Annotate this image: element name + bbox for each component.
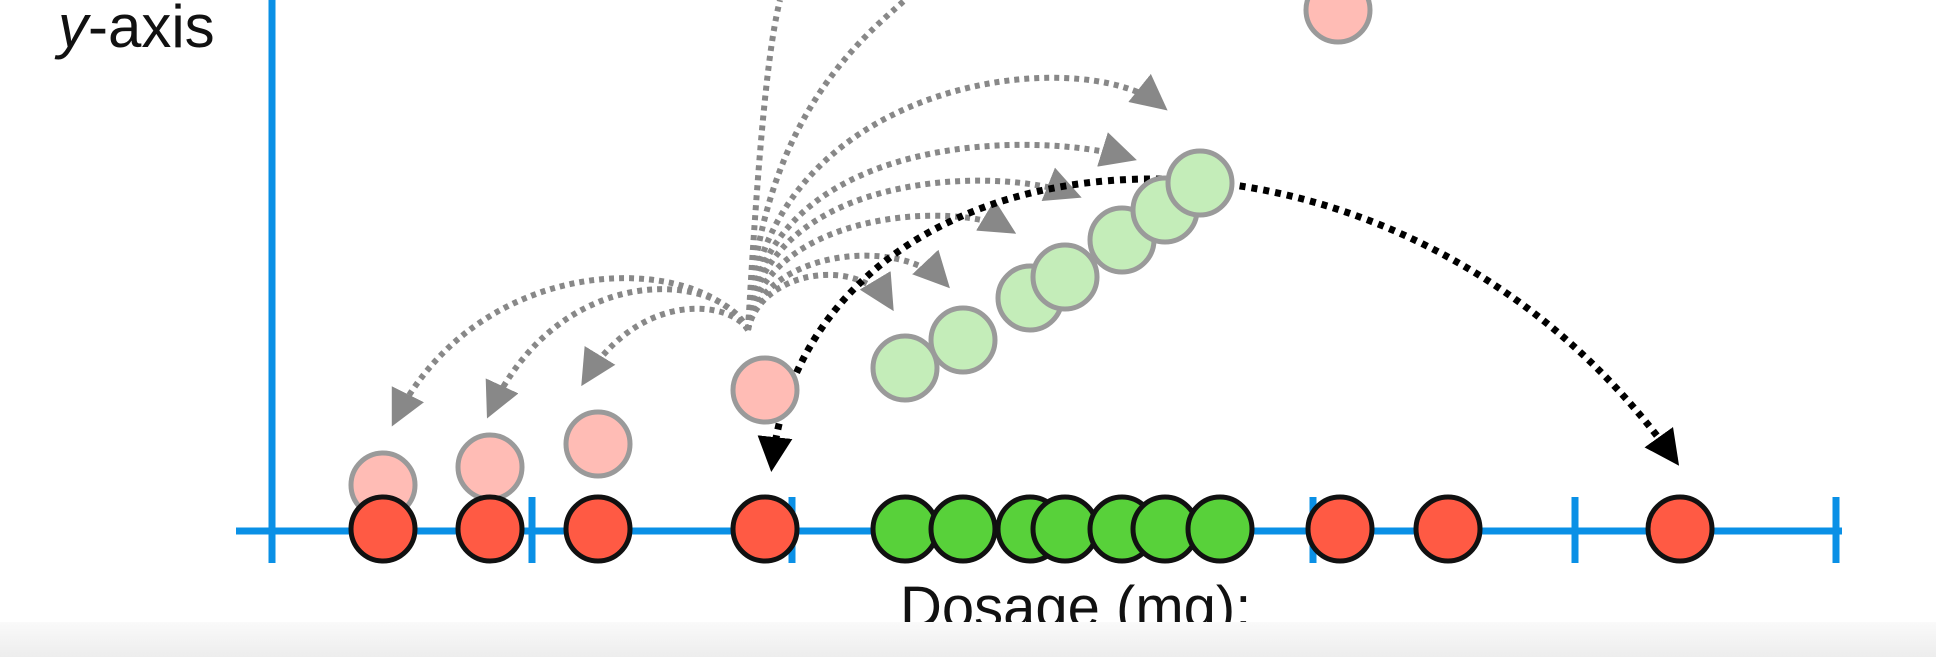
gray-arrow: [745, 249, 950, 331]
gray-dotted-arrows: [391, 0, 1168, 427]
projected-point-pink: [730, 355, 800, 425]
projected-point-light-green: [1030, 242, 1100, 312]
axis-dot-red: [1413, 494, 1483, 564]
projected-point-pink: [455, 432, 525, 502]
projected-point-light-green: [928, 305, 998, 375]
axis-dot-green: [870, 494, 940, 564]
y-axis-label-italic: y: [58, 0, 88, 60]
projected-point-light-green: [1165, 148, 1235, 218]
gray-arrow: [745, 0, 783, 331]
y-axis-label-rest: -axis: [88, 0, 215, 60]
gray-arrow: [745, 73, 1168, 331]
axis-dot-red: [1645, 494, 1715, 564]
gray-arrow: [485, 286, 751, 419]
axis-dot-red: [1305, 494, 1375, 564]
axis-dot-red: [348, 494, 418, 564]
gray-arrow: [745, 199, 1017, 331]
projected-point-light-green: [870, 333, 940, 403]
gray-arrow: [391, 275, 751, 427]
axis-dot-red: [455, 494, 525, 564]
y-axis-label: y-axis: [58, 0, 215, 61]
gray-arrow: [745, 132, 1137, 331]
projected-points: [348, 0, 1373, 520]
axis-dot-red: [563, 494, 633, 564]
projected-point-pink: [563, 409, 633, 479]
gray-arrow: [745, 0, 907, 331]
axis-dot-green: [928, 494, 998, 564]
projected-point-pink: [1303, 0, 1373, 45]
axis-dot-green: [1185, 494, 1255, 564]
gray-arrow: [581, 305, 751, 387]
axis-dots: [348, 494, 1715, 564]
black-dotted-double-arrow: [757, 175, 1680, 472]
gray-arrow: [745, 271, 894, 331]
axis-dot-green: [1030, 494, 1100, 564]
gray-arrow: [745, 167, 1082, 331]
axis-dot-red: [730, 494, 800, 564]
bottom-strip: [0, 622, 1936, 657]
